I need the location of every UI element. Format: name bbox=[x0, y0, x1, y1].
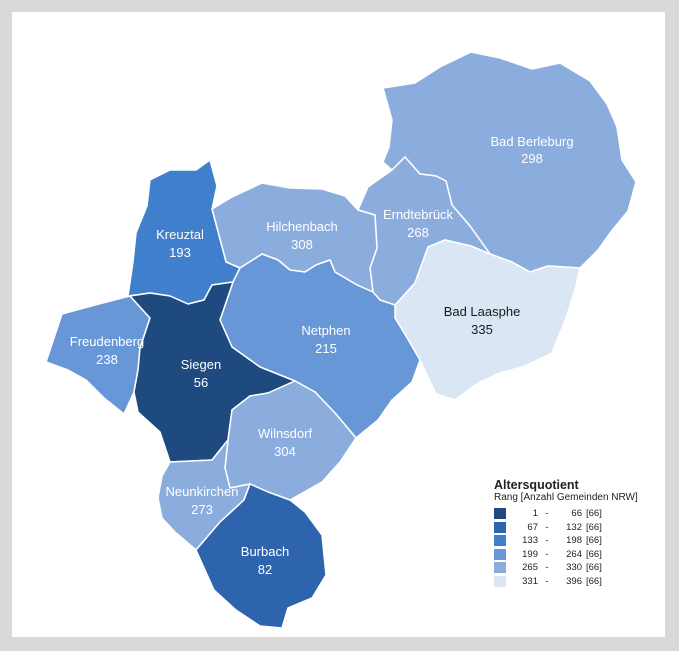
region-label-hilchenbach: Hilchenbach 308 bbox=[266, 219, 338, 252]
region-value: 304 bbox=[274, 444, 296, 459]
region-label-kreuztal: Kreuztal 193 bbox=[156, 227, 204, 260]
legend-range-from: 67 bbox=[527, 521, 538, 533]
legend-range-dash: - bbox=[545, 562, 549, 574]
legend-item: 199- 264 [66] bbox=[494, 548, 664, 562]
region-name: Hilchenbach bbox=[266, 219, 338, 234]
legend-count: [66] bbox=[586, 575, 602, 587]
region-name: Bad Laasphe bbox=[444, 304, 521, 319]
legend-range-to: 132 bbox=[566, 521, 582, 533]
legend-range-from: 331 bbox=[522, 575, 538, 587]
region-name: Burbach bbox=[241, 544, 289, 559]
legend-range-to: 264 bbox=[566, 548, 582, 560]
region-name: Kreuztal bbox=[156, 227, 204, 242]
region-name: Wilnsdorf bbox=[258, 426, 313, 441]
region-value: 56 bbox=[194, 375, 208, 390]
region-label-bad-laasphe: Bad Laasphe 335 bbox=[444, 304, 521, 337]
region-value: 308 bbox=[291, 237, 313, 252]
region-value: 193 bbox=[169, 245, 191, 260]
legend-range-to: 396 bbox=[566, 575, 582, 587]
legend-swatch bbox=[494, 562, 506, 574]
region-name: Neunkirchen bbox=[166, 484, 239, 499]
region-label-neunkirchen: Neunkirchen 273 bbox=[166, 484, 239, 517]
legend-range-to: 330 bbox=[566, 562, 582, 574]
legend-item: 133- 198 [66] bbox=[494, 534, 664, 548]
region-value: 215 bbox=[315, 341, 337, 356]
legend-swatch bbox=[494, 535, 506, 547]
legend-range-dash: - bbox=[545, 535, 549, 547]
legend-count: [66] bbox=[586, 562, 602, 574]
legend-count: [66] bbox=[586, 548, 602, 560]
region-name: Freudenberg bbox=[70, 334, 144, 349]
region-label-bad-berleburg: Bad Berleburg 298 bbox=[490, 134, 573, 166]
legend-count: [66] bbox=[586, 521, 602, 533]
region-value: 82 bbox=[258, 562, 272, 577]
legend-range-to: 198 bbox=[566, 535, 582, 547]
legend-range-from: 1 bbox=[532, 508, 538, 520]
legend-range-dash: - bbox=[545, 575, 549, 587]
region-label-burbach: Burbach 82 bbox=[241, 544, 289, 577]
region-value: 238 bbox=[96, 352, 118, 367]
legend-range-from: 133 bbox=[522, 535, 538, 547]
region-name: Siegen bbox=[181, 357, 221, 372]
region-value: 298 bbox=[521, 151, 543, 166]
map-legend: Altersquotient Rang [Anzahl Gemeinden NR… bbox=[494, 478, 664, 588]
region-name: Netphen bbox=[301, 323, 350, 338]
legend-item: 265- 330 [66] bbox=[494, 561, 664, 575]
legend-count: [66] bbox=[586, 508, 602, 520]
region-burbach[interactable] bbox=[195, 483, 327, 629]
region-name: Erndtebrück bbox=[383, 207, 454, 222]
legend-swatch bbox=[494, 521, 506, 533]
region-label-wilnsdorf: Wilnsdorf 304 bbox=[258, 426, 313, 459]
region-label-freudenberg: Freudenberg 238 bbox=[70, 334, 144, 367]
region-label-netphen: Netphen 215 bbox=[301, 323, 350, 356]
legend-range-dash: - bbox=[545, 521, 549, 533]
legend-range-from: 199 bbox=[522, 548, 538, 560]
region-bad-laasphe[interactable] bbox=[394, 239, 581, 401]
legend-swatch bbox=[494, 575, 506, 587]
legend-range-from: 265 bbox=[522, 562, 538, 574]
region-label-siegen: Siegen 56 bbox=[181, 357, 221, 390]
legend-item: 1- 66 [66] bbox=[494, 507, 664, 521]
legend-count: [66] bbox=[586, 535, 602, 547]
legend-range-dash: - bbox=[545, 508, 549, 520]
legend-swatch bbox=[494, 508, 506, 520]
legend-item: 67- 132 [66] bbox=[494, 521, 664, 535]
region-value: 268 bbox=[407, 225, 429, 240]
legend-title: Altersquotient bbox=[494, 478, 579, 492]
region-value: 335 bbox=[471, 322, 493, 337]
legend-range-to: 66 bbox=[571, 508, 582, 520]
legend-range-dash: - bbox=[545, 548, 549, 560]
region-label-erndtebrueck: Erndtebrück 268 bbox=[383, 207, 454, 240]
legend-subtitle: Rang [Anzahl Gemeinden NRW] bbox=[494, 492, 638, 503]
legend-item: 331- 396 [66] bbox=[494, 575, 664, 589]
legend-swatch bbox=[494, 548, 506, 560]
region-name: Bad Berleburg bbox=[490, 134, 573, 149]
region-value: 273 bbox=[191, 502, 213, 517]
legend-items: 1-66 [66] 67-132 [66] 133-198 [66] 199-264 [66]… bbox=[494, 507, 664, 588]
